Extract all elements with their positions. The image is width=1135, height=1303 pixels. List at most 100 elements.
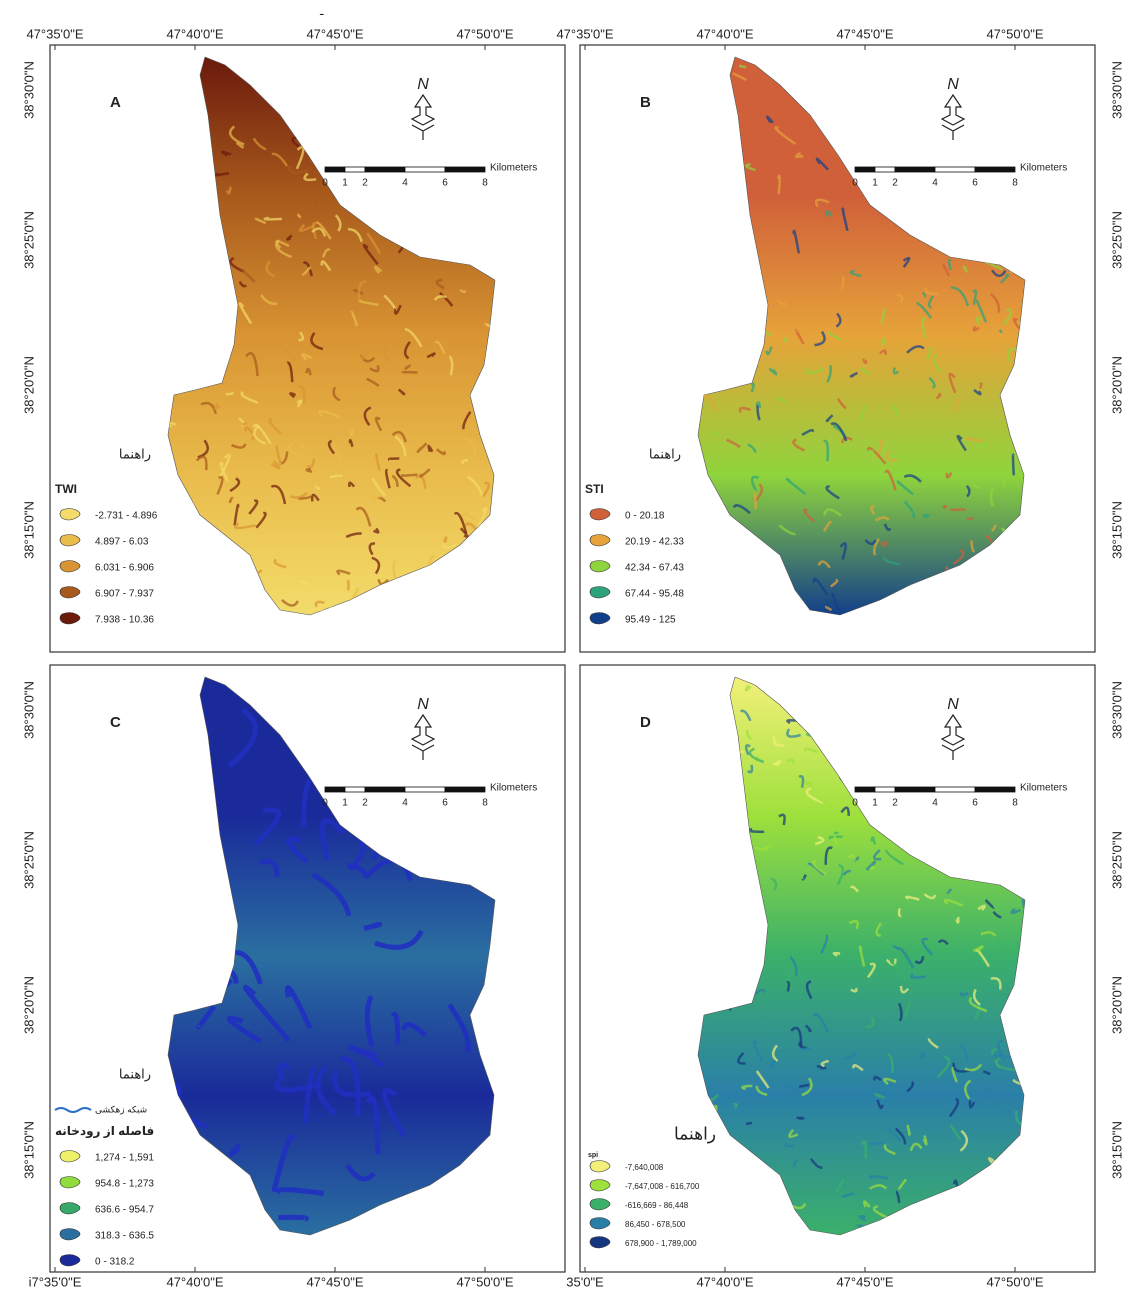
latitude-label: 38°25'0"N xyxy=(1109,211,1124,269)
legend-item-label: 954.8 - 1,273 xyxy=(95,1179,154,1190)
scale-label: 1 xyxy=(342,798,348,809)
scale-segment xyxy=(325,167,345,172)
panel-label: C xyxy=(110,714,121,731)
texture-stroke xyxy=(800,1085,809,1087)
texture-stroke xyxy=(785,337,787,341)
longitude-label: 47°40'0"E xyxy=(696,26,753,41)
texture-stroke xyxy=(402,475,417,476)
scale-label: 8 xyxy=(482,178,488,189)
texture-stroke xyxy=(1013,455,1014,476)
legend-item-label: -616,669 - 86,448 xyxy=(625,1201,689,1210)
texture-stroke xyxy=(244,423,247,425)
legend-heading: راهنما xyxy=(674,1124,716,1143)
legend-item-label: 95.49 - 125 xyxy=(625,615,676,626)
texture-stroke xyxy=(870,1176,888,1178)
legend-item-label: 6.031 - 6.906 xyxy=(95,563,154,574)
scale-segment xyxy=(875,787,895,792)
scale-label: 6 xyxy=(972,178,978,189)
texture-stroke xyxy=(755,491,756,509)
latitude-label: 38°20'0"N xyxy=(1109,356,1124,414)
scale-segment xyxy=(875,167,895,172)
legend-title: spi xyxy=(588,1152,598,1159)
longitude-label: 47°35'0"E xyxy=(26,26,83,41)
scale-label: 0 xyxy=(322,798,328,809)
texture-stroke xyxy=(403,372,418,373)
latitude-label: 38°20'0"N xyxy=(1109,976,1124,1034)
legend-item-label: 67.44 - 95.48 xyxy=(625,589,684,600)
longitude-label: 47°45'0"E xyxy=(836,1274,893,1289)
longitude-label: 47°45'0"E xyxy=(306,1274,363,1289)
longitude-label: 47°50'0"E xyxy=(456,1274,513,1289)
longitude-label: 47°35'0"E xyxy=(556,26,613,41)
north-label: N xyxy=(947,76,959,93)
scale-segment xyxy=(855,167,875,172)
legend-title: STI xyxy=(585,482,604,496)
legend-item-label: 636.6 - 954.7 xyxy=(95,1205,154,1216)
texture-stroke xyxy=(788,474,800,475)
texture-stroke xyxy=(752,384,754,392)
longitude-label: i7°35'0"E xyxy=(29,1274,82,1289)
scale-segment xyxy=(365,787,405,792)
scale-segment xyxy=(345,167,365,172)
scale-segment xyxy=(855,787,875,792)
longitude-label: 47°50'0"E xyxy=(986,26,1043,41)
latitude-label: 38°15'0"N xyxy=(21,501,36,559)
longitude-label: 47°45'0"E xyxy=(306,26,363,41)
figure: ـ AN012468KilometersراهنماTWI-2.731 - 4.… xyxy=(0,0,1135,1298)
texture-stroke xyxy=(980,383,981,388)
latitude-label: 38°30'0"N xyxy=(21,681,36,739)
longitude-label: 47°40'0"E xyxy=(166,26,223,41)
longitude-label: 47°40'0"E xyxy=(166,1274,223,1289)
legend-item-label: 318.3 - 636.5 xyxy=(95,1231,154,1242)
legend-item-label: 0 - 20.18 xyxy=(625,511,665,522)
texture-stroke xyxy=(883,337,884,344)
texture-stroke xyxy=(740,66,746,67)
longitude-label: 47°50'0"E xyxy=(986,1274,1043,1289)
texture-stroke xyxy=(797,1118,804,1119)
texture-stroke xyxy=(924,1136,927,1145)
scale-label: 2 xyxy=(362,798,368,809)
latitude-label: 38°25'0"N xyxy=(21,211,36,269)
network-label: شبکه زهکشی xyxy=(95,1104,147,1114)
scale-segment xyxy=(365,167,405,172)
legend-item-label: -7,647,008 - 616,700 xyxy=(625,1182,700,1191)
north-label: N xyxy=(947,696,959,713)
panel-label: A xyxy=(110,94,121,111)
scale-label: 6 xyxy=(442,178,448,189)
scale-label: 1 xyxy=(342,178,348,189)
panel-label: D xyxy=(640,714,651,731)
legend-item-label: -7,640,008 xyxy=(625,1163,664,1172)
scale-segment xyxy=(895,787,935,792)
latitude-label: 38°30'0"N xyxy=(21,61,36,119)
texture-stroke xyxy=(746,1123,751,1124)
scale-segment xyxy=(935,787,975,792)
legend-item-label: 1,274 - 1,591 xyxy=(95,1153,154,1164)
scale-segment xyxy=(325,787,345,792)
legend-item-label: -2.731 - 4.896 xyxy=(95,511,158,522)
legend-item-label: 7.938 - 10.36 xyxy=(95,615,154,626)
scale-label: 0 xyxy=(322,178,328,189)
scale-unit: Kilometers xyxy=(1020,783,1067,794)
scale-segment xyxy=(405,787,445,792)
scale-segment xyxy=(405,167,445,172)
texture-stroke xyxy=(842,276,844,290)
texture-stroke xyxy=(862,414,863,419)
scale-segment xyxy=(445,787,485,792)
scale-label: 1 xyxy=(872,178,878,189)
texture-stroke xyxy=(834,833,838,834)
longitude-label: 35'0"E xyxy=(566,1274,604,1289)
scale-unit: Kilometers xyxy=(490,783,537,794)
latitude-label: 38°15'0"N xyxy=(1109,501,1124,559)
scale-label: 4 xyxy=(932,178,938,189)
texture-stroke xyxy=(778,176,780,194)
legend-title: TWI xyxy=(55,482,77,496)
legend-item-label: 4.897 - 6.03 xyxy=(95,537,149,548)
scale-label: 2 xyxy=(362,178,368,189)
latitude-label: 38°15'0"N xyxy=(1109,1121,1124,1179)
scale-segment xyxy=(935,167,975,172)
legend-heading: راهنما xyxy=(119,446,151,462)
panel-label: B xyxy=(640,94,651,111)
scale-segment xyxy=(345,787,365,792)
scale-segment xyxy=(975,787,1015,792)
scale-label: 8 xyxy=(1012,798,1018,809)
